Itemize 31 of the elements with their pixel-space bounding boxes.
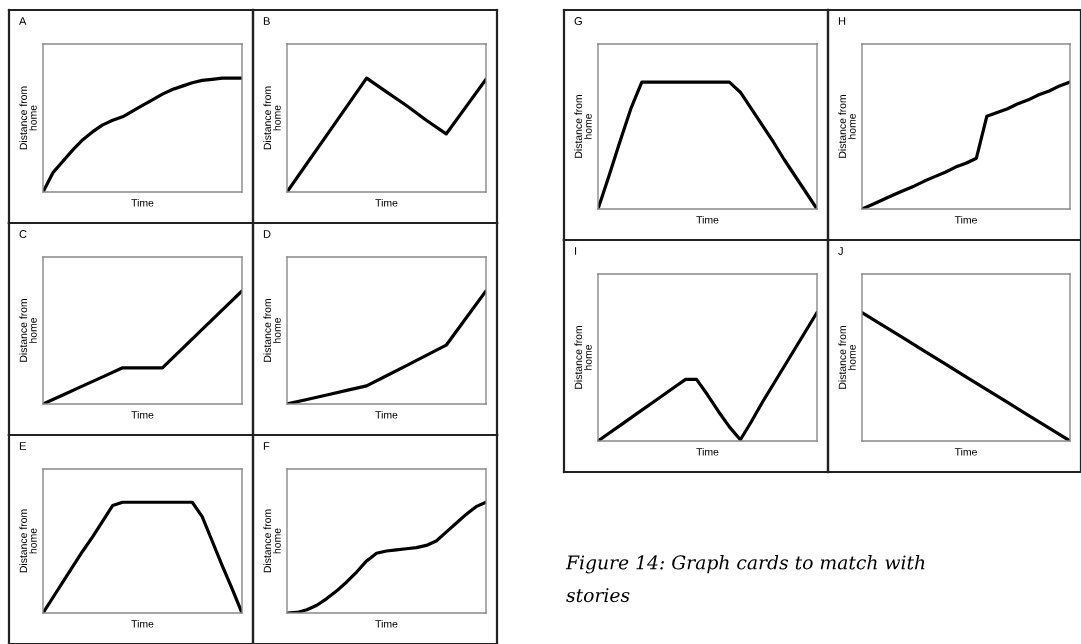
y-axis-title: Distance from home [838, 326, 856, 389]
x-axis-title: Time [954, 447, 977, 456]
chart-title: A [19, 17, 27, 25]
y-axis-title: Distance from home [574, 95, 592, 158]
chart-title: B [263, 17, 270, 25]
chart-title: D [263, 230, 271, 238]
y-axis-title: Distance from home [263, 299, 281, 362]
y-axis-title: Distance from home [263, 86, 281, 150]
y-axis-title: Distance from home [263, 509, 281, 573]
x-axis-title: Time [696, 447, 719, 456]
x-axis-title: Time [131, 619, 154, 628]
chart-title: H [838, 17, 846, 25]
chart-title: F [263, 442, 270, 450]
x-axis-title: Time [696, 215, 719, 224]
x-axis-title: Time [131, 198, 154, 207]
caption: Figure 14: Graph cards to match with stories [565, 555, 925, 603]
y-axis-title: Distance from home [19, 86, 37, 150]
chart-title: J [838, 247, 843, 255]
chart-title: C [19, 230, 27, 238]
chart-title: G [574, 17, 582, 25]
x-axis-title: Time [375, 619, 398, 628]
y-axis-title: Distance from home [19, 299, 37, 362]
y-axis-title: Distance from home [838, 95, 856, 158]
x-axis-title: Time [375, 410, 398, 419]
y-axis-title: Distance from home [19, 509, 37, 573]
x-axis-title: Time [131, 410, 154, 419]
chart-title: I [575, 247, 577, 255]
y-axis-title: Distance from home [574, 326, 592, 389]
chart-title: E [19, 442, 26, 450]
x-axis-title: Time [954, 215, 977, 224]
x-axis-title: Time [375, 198, 398, 207]
